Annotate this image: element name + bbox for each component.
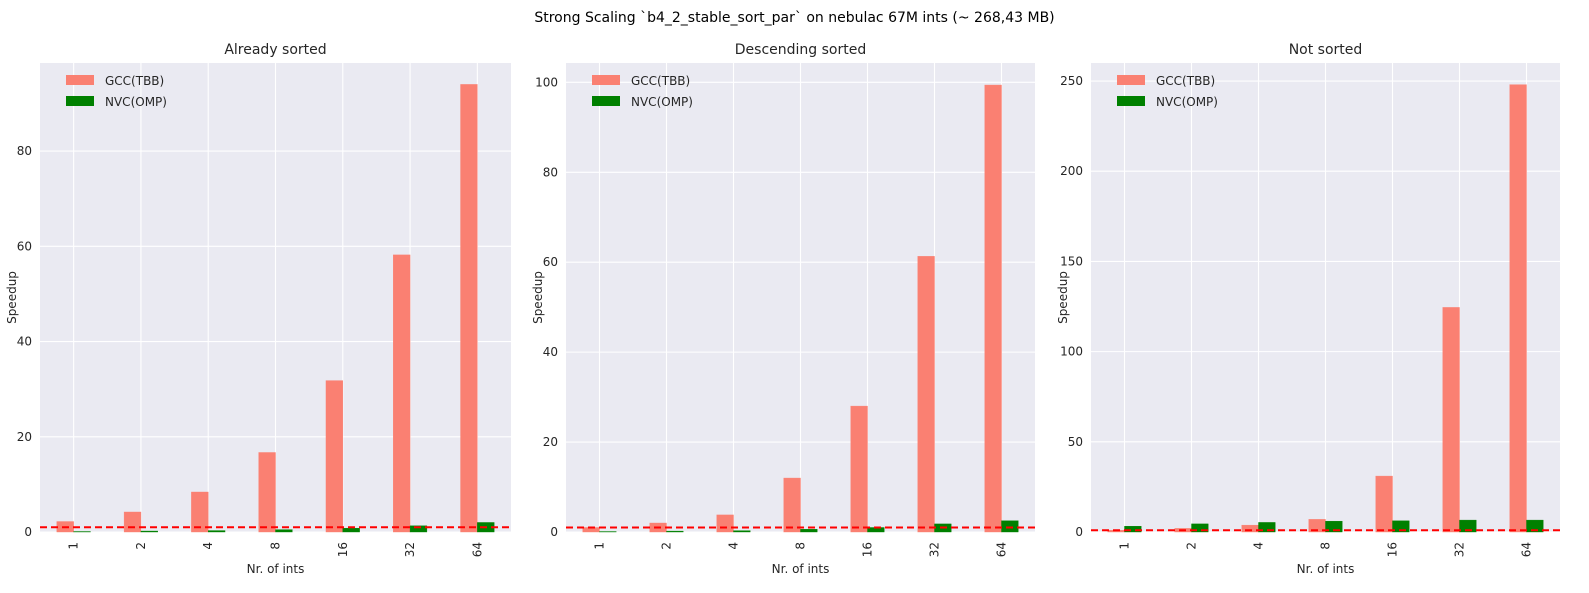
x-tick-label: 4 bbox=[201, 542, 215, 550]
legend-label-nvc: NVC(OMP) bbox=[1156, 95, 1218, 109]
x-tick-label: 2 bbox=[134, 542, 148, 550]
bar-gcc-32 bbox=[1442, 307, 1460, 533]
x-tick-label: 64 bbox=[995, 542, 1009, 557]
bar-nvc-1 bbox=[1124, 526, 1142, 533]
y-axis-label: Speedup bbox=[5, 271, 19, 324]
chart-title: Descending sorted bbox=[735, 42, 866, 58]
x-tick-label: 8 bbox=[794, 542, 808, 550]
bar-gcc-64 bbox=[984, 84, 1002, 533]
x-tick-label: 32 bbox=[928, 542, 942, 557]
legend-label-gcc: GCC(TBB) bbox=[105, 74, 164, 88]
bar-gcc-16 bbox=[850, 405, 868, 533]
x-tick-label: 1 bbox=[593, 542, 607, 550]
y-tick-label: 60 bbox=[543, 255, 558, 269]
bar-gcc-64 bbox=[1509, 84, 1527, 533]
x-tick-label: 2 bbox=[1185, 542, 1199, 550]
y-tick-label: 0 bbox=[550, 525, 558, 539]
legend-label-nvc: NVC(OMP) bbox=[105, 95, 167, 109]
bar-gcc-32 bbox=[917, 256, 935, 533]
x-axis-label: Nr. of ints bbox=[247, 562, 305, 576]
figure-title: Strong Scaling `b4_2_stable_sort_par` on… bbox=[534, 10, 1054, 26]
y-tick-label: 20 bbox=[17, 430, 32, 444]
bar-nvc-8 bbox=[1325, 520, 1343, 533]
bar-gcc-32 bbox=[393, 254, 411, 533]
legend: GCC(TBB) NVC(OMP) bbox=[592, 74, 693, 109]
x-tick-label: 1 bbox=[1118, 542, 1132, 550]
bar-nvc-16 bbox=[342, 527, 360, 533]
legend-swatch-nvc bbox=[1117, 96, 1145, 106]
bar-nvc-2 bbox=[1191, 523, 1209, 533]
y-tick-label: 0 bbox=[24, 525, 32, 539]
bar-gcc-16 bbox=[325, 380, 343, 533]
x-tick-label: 8 bbox=[1319, 542, 1333, 550]
bar-nvc-16 bbox=[1392, 520, 1410, 533]
bar-nvc-32 bbox=[1459, 519, 1477, 533]
y-tick-label: 100 bbox=[1060, 345, 1083, 359]
x-tick-label: 16 bbox=[1386, 542, 1400, 557]
bar-nvc-64 bbox=[1001, 520, 1019, 533]
x-tick-label: 16 bbox=[861, 542, 875, 557]
x-tick-label: 16 bbox=[336, 542, 350, 557]
legend-label-gcc: GCC(TBB) bbox=[1156, 74, 1215, 88]
bar-nvc-64 bbox=[1526, 519, 1544, 533]
x-tick-label: 8 bbox=[269, 542, 283, 550]
x-tick-label: 4 bbox=[1252, 542, 1266, 550]
bar-nvc-8 bbox=[275, 529, 293, 533]
bar-nvc-8 bbox=[800, 529, 818, 533]
bar-nvc-4 bbox=[208, 530, 226, 533]
y-tick-label: 20 bbox=[543, 435, 558, 449]
x-tick-label: 2 bbox=[660, 542, 674, 550]
y-tick-label: 40 bbox=[543, 345, 558, 359]
bar-nvc-4 bbox=[1258, 522, 1276, 533]
chart-title: Not sorted bbox=[1289, 42, 1363, 58]
legend: GCC(TBB) NVC(OMP) bbox=[66, 74, 167, 109]
bar-nvc-4 bbox=[733, 530, 751, 533]
bar-nvc-2 bbox=[666, 530, 684, 533]
legend-swatch-gcc bbox=[592, 75, 620, 85]
bar-gcc-16 bbox=[1375, 475, 1393, 533]
x-tick-label: 32 bbox=[403, 542, 417, 557]
legend-swatch-nvc bbox=[592, 96, 620, 106]
x-tick-label: 4 bbox=[727, 542, 741, 550]
bar-gcc-4 bbox=[716, 514, 734, 533]
chart-title: Already sorted bbox=[224, 42, 326, 58]
bar-gcc-8 bbox=[783, 477, 801, 533]
legend-swatch-gcc bbox=[66, 75, 94, 85]
bar-nvc-2 bbox=[140, 530, 158, 533]
y-tick-label: 60 bbox=[17, 239, 32, 253]
x-axis-label: Nr. of ints bbox=[1297, 562, 1355, 576]
legend-label-nvc: NVC(OMP) bbox=[631, 95, 693, 109]
y-tick-label: 80 bbox=[543, 165, 558, 179]
x-tick-label: 64 bbox=[470, 542, 484, 557]
bar-gcc-4 bbox=[191, 491, 209, 533]
y-tick-label: 50 bbox=[1068, 435, 1083, 449]
y-tick-label: 100 bbox=[535, 75, 558, 89]
y-axis-label: Speedup bbox=[1056, 271, 1070, 324]
bar-gcc-64 bbox=[460, 84, 478, 533]
y-tick-label: 80 bbox=[17, 144, 32, 158]
x-tick-label: 1 bbox=[67, 542, 81, 550]
legend: GCC(TBB) NVC(OMP) bbox=[1117, 74, 1218, 109]
bar-nvc-32 bbox=[409, 525, 428, 533]
chart-panel-3: 0 50 100 150 200 250 1 2 4 8 16 32 64 Nr. of ints Spee… bbox=[1056, 42, 1560, 576]
bar-gcc-8 bbox=[258, 452, 276, 533]
y-tick-label: 150 bbox=[1060, 254, 1083, 268]
bar-gcc-2 bbox=[123, 511, 142, 533]
chart-panel-1: 0 20 40 60 80 1 2 4 8 16 32 64 Nr. of ints Speedup Alr… bbox=[5, 42, 511, 576]
x-tick-label: 64 bbox=[1520, 542, 1534, 557]
legend-swatch-nvc bbox=[66, 96, 94, 106]
legend-label-gcc: GCC(TBB) bbox=[631, 74, 690, 88]
y-tick-label: 0 bbox=[1075, 525, 1083, 539]
y-axis-label: Speedup bbox=[531, 271, 545, 324]
y-tick-label: 40 bbox=[17, 335, 32, 349]
x-axis-label: Nr. of ints bbox=[772, 562, 830, 576]
chart-panel-2: 0 20 40 60 80 100 1 2 4 8 16 32 64 Nr. of ints Speedup… bbox=[531, 42, 1035, 576]
legend-swatch-gcc bbox=[1117, 75, 1145, 85]
y-tick-label: 250 bbox=[1060, 74, 1083, 88]
x-tick-label: 32 bbox=[1453, 542, 1467, 557]
y-tick-label: 200 bbox=[1060, 164, 1083, 178]
